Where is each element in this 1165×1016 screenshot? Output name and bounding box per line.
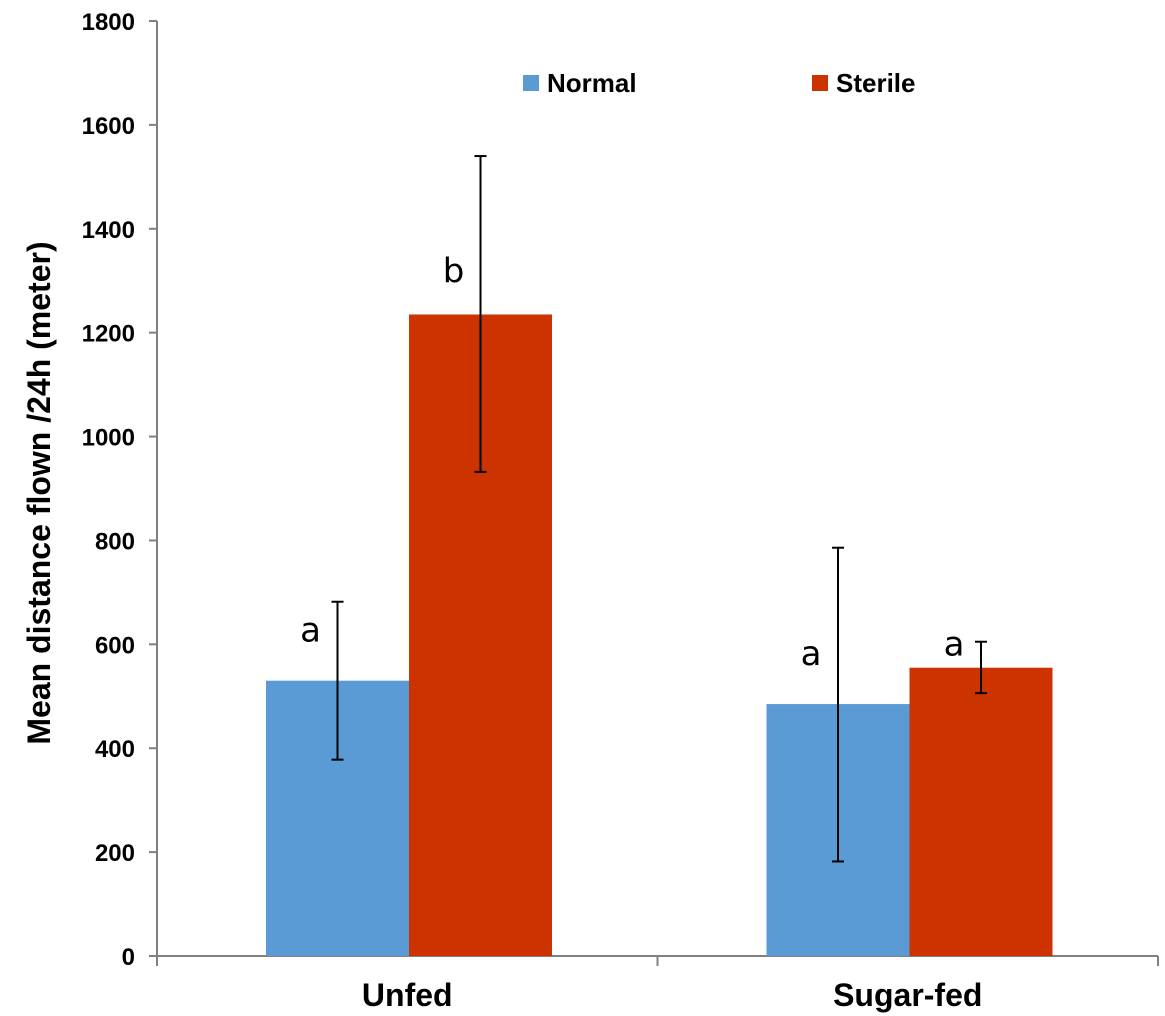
bars-layer xyxy=(266,314,1053,957)
y-tick-label: 0 xyxy=(122,944,135,971)
axes-layer: 0 200 400 600 800 1000 1200 1400 1600 1800 Unfed Su… xyxy=(82,9,1159,1013)
legend-swatch xyxy=(523,75,539,91)
significance-label: a xyxy=(944,625,965,665)
y-tick-label: 200 xyxy=(95,840,135,867)
y-tick-label: 1800 xyxy=(82,9,135,36)
error-bars-layer xyxy=(331,155,987,863)
legend-label: Sterile xyxy=(836,68,916,98)
y-tick-label: 600 xyxy=(95,632,135,659)
legend-swatch xyxy=(812,75,828,91)
significance-label: a xyxy=(300,611,321,651)
legend: Normal Sterile xyxy=(523,68,916,98)
significance-labels-layer: a b a a xyxy=(300,251,964,674)
y-axis-title: Mean distance flown /24h (meter) xyxy=(21,241,57,744)
y-tick-label: 1400 xyxy=(82,217,135,244)
x-category-label: Sugar-fed xyxy=(833,977,982,1013)
y-tick-label: 1000 xyxy=(82,425,135,452)
legend-label: Normal xyxy=(547,68,637,98)
significance-label: b xyxy=(443,251,465,291)
y-tick-label: 1600 xyxy=(82,113,135,140)
y-tick-label: 800 xyxy=(95,528,135,555)
x-category-label: Unfed xyxy=(362,977,453,1013)
significance-label: a xyxy=(801,634,822,674)
y-tick-label: 1200 xyxy=(82,321,135,348)
bar xyxy=(909,667,1053,956)
y-tick-label: 400 xyxy=(95,736,135,763)
